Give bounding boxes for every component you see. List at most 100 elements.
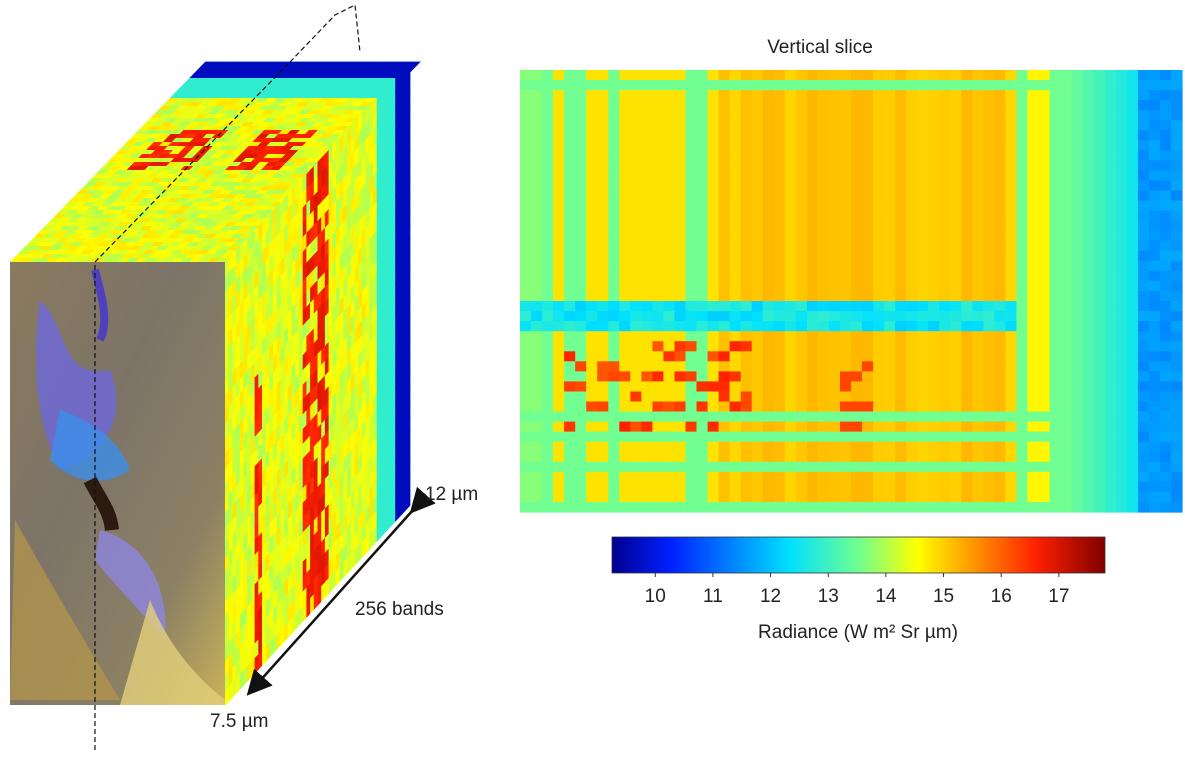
slice-cell: [663, 150, 675, 161]
slice-cell: [1072, 70, 1084, 81]
slice-cell: [928, 120, 940, 131]
slice-cell: [686, 140, 698, 151]
slice-cell: [983, 442, 995, 453]
slice-cell: [1072, 160, 1084, 171]
slice-cell: [807, 80, 819, 91]
slice-cell: [1171, 171, 1183, 182]
slice-cell: [520, 261, 532, 272]
slice-cell: [630, 281, 642, 292]
slice-cell: [917, 281, 929, 292]
slice-cell: [652, 201, 664, 212]
slice-cell: [774, 341, 786, 352]
slice-cell: [741, 221, 753, 232]
slice-cell: [972, 371, 984, 382]
slice-cell: [1138, 261, 1150, 272]
slice-cell: [862, 261, 874, 272]
slice-cell: [1028, 100, 1040, 111]
slice-cell: [1138, 422, 1150, 433]
slice-cell: [796, 442, 808, 453]
slice-cell: [818, 201, 830, 212]
slice-cell: [619, 351, 631, 362]
slice-cell: [983, 221, 995, 232]
slice-cell: [741, 80, 753, 91]
slice-cell: [1094, 211, 1106, 222]
slice-cell: [807, 271, 819, 282]
slice-cell: [675, 90, 687, 101]
slice-cell: [752, 351, 764, 362]
slice-cell: [542, 432, 554, 443]
slice-cell: [763, 351, 775, 362]
slice-cell: [608, 120, 620, 131]
slice-cell: [818, 271, 830, 282]
slice-cell: [1138, 331, 1150, 342]
slice-cell: [972, 361, 984, 372]
slice-cell: [553, 231, 565, 242]
slice-cell: [730, 201, 742, 212]
slice-cell: [542, 160, 554, 171]
slice-cell: [708, 311, 720, 322]
slice-cell: [597, 171, 609, 182]
slice-cell: [564, 251, 576, 262]
slice-cell: [763, 150, 775, 161]
slice-cell: [1072, 432, 1084, 443]
slice-cell: [1138, 221, 1150, 232]
slice-cell: [1094, 321, 1106, 332]
slice-cell: [719, 351, 731, 362]
slice-cell: [1149, 171, 1161, 182]
slice-cell: [785, 70, 797, 81]
slice-cell: [1160, 211, 1172, 222]
slice-cell: [730, 140, 742, 151]
slice-cell: [630, 402, 642, 413]
slice-cell: [752, 301, 764, 312]
slice-cell: [829, 231, 841, 242]
slice-cell: [840, 80, 852, 91]
slice-cell: [608, 90, 620, 101]
slice-cell: [752, 90, 764, 101]
slice-cell: [520, 201, 532, 212]
slice-cell: [785, 100, 797, 111]
slice-cell: [575, 110, 587, 121]
slice-cell: [796, 392, 808, 403]
slice-cell: [641, 331, 653, 342]
slice-cell: [1171, 371, 1183, 382]
slice-cell: [1094, 422, 1106, 433]
slice-cell: [1127, 211, 1139, 222]
slice-cell: [1094, 301, 1106, 312]
slice-cell: [1149, 251, 1161, 262]
slice-cell: [752, 261, 764, 272]
slice-cell: [939, 291, 951, 302]
slice-cell: [1017, 412, 1029, 423]
slice-cell: [851, 241, 863, 252]
slice-cell: [597, 261, 609, 272]
slice-cell: [774, 171, 786, 182]
slice-cell: [785, 341, 797, 352]
slice-cell: [994, 291, 1006, 302]
slice-cell: [1149, 371, 1161, 382]
slice-cell: [608, 381, 620, 392]
slice-cell: [939, 181, 951, 192]
slice-cell: [542, 311, 554, 322]
slice-cell: [697, 110, 709, 121]
slice-cell: [1050, 311, 1062, 322]
slice-cell: [1017, 321, 1029, 332]
slice-cell: [994, 150, 1006, 161]
slice-cell: [818, 402, 830, 413]
slice-cell: [807, 211, 819, 222]
slice-cell: [884, 160, 896, 171]
slice-cell: [1072, 241, 1084, 252]
slice-cell: [851, 70, 863, 81]
slice-cell: [1138, 231, 1150, 242]
slice-cell: [884, 392, 896, 403]
slice-cell: [1149, 291, 1161, 302]
slice-cell: [575, 381, 587, 392]
slice-cell: [752, 70, 764, 81]
slice-cell: [983, 211, 995, 222]
slice-cell: [840, 331, 852, 342]
slice-cell: [553, 110, 565, 121]
slice-cell: [641, 321, 653, 332]
slice-cell: [917, 171, 929, 182]
slice-cell: [972, 231, 984, 242]
slice-cell: [586, 392, 598, 403]
slice-cell: [906, 271, 918, 282]
slice-cell: [829, 70, 841, 81]
